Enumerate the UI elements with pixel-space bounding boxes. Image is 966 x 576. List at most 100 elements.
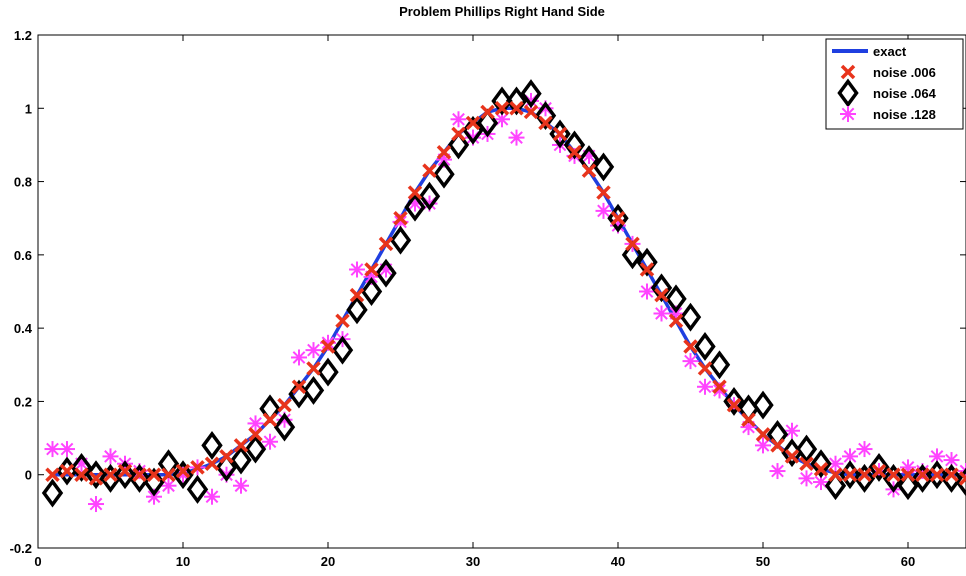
legend-label: noise .006 <box>873 65 936 80</box>
asterisk-point <box>856 441 873 458</box>
x-marker-point <box>146 467 162 482</box>
diamond-point <box>491 86 513 116</box>
asterisk-point <box>262 433 278 450</box>
x-marker-point <box>712 379 727 395</box>
x-marker-point <box>407 185 423 200</box>
asterisk-point <box>508 129 525 146</box>
diamond-point <box>882 463 905 493</box>
chart-title: Problem Phillips Right Hand Side <box>399 4 605 19</box>
series-1 <box>45 101 966 486</box>
diamond-point <box>215 452 238 482</box>
diamond-point <box>375 258 397 288</box>
legend-label: noise .064 <box>873 86 937 101</box>
x-marker-point <box>697 361 713 376</box>
diamond-point <box>244 434 267 464</box>
x-marker-point <box>291 379 307 395</box>
y-tick-label: 1.2 <box>14 28 32 43</box>
asterisk-point <box>160 477 177 494</box>
diamond-point <box>824 471 847 501</box>
diamond-point <box>85 460 107 490</box>
asterisk-point <box>204 488 220 505</box>
diamond-point <box>505 86 528 116</box>
x-marker-point <box>509 101 524 116</box>
asterisk-point <box>44 441 61 458</box>
series-3 <box>44 92 966 513</box>
x-marker-point <box>45 467 60 482</box>
x-marker-point <box>204 456 220 471</box>
x-marker-point <box>132 467 147 482</box>
diamond-point <box>433 159 455 189</box>
x-marker-point <box>190 460 205 475</box>
series-layer <box>41 79 966 513</box>
x-marker-point <box>320 339 336 354</box>
x-marker-point <box>944 467 959 482</box>
diamond-point <box>128 463 151 493</box>
x-marker-point <box>161 467 176 482</box>
x-marker-point <box>567 145 582 160</box>
x-tick-label: 20 <box>321 554 335 569</box>
asterisk-point <box>595 202 612 219</box>
asterisk-point <box>943 452 960 469</box>
diamond-point <box>201 430 223 460</box>
x-marker-point <box>364 262 379 277</box>
diamond-point <box>897 471 919 501</box>
x-marker-point <box>349 287 365 303</box>
x-tick-label: 0 <box>34 554 41 569</box>
diamond-point <box>810 449 832 479</box>
x-marker-point <box>900 467 916 482</box>
x-marker-point <box>596 185 611 200</box>
diamond-point <box>868 452 890 482</box>
x-marker-point <box>335 313 350 329</box>
x-marker-point <box>842 467 858 482</box>
legend-marker <box>840 106 856 122</box>
diamond-point <box>302 375 325 405</box>
asterisk-point <box>59 441 75 458</box>
diamond-point <box>114 460 136 490</box>
x-marker-point <box>683 339 698 354</box>
plot-frame <box>37 34 966 549</box>
diamond-point <box>389 225 412 255</box>
diamond-point <box>317 357 339 387</box>
diamond-point <box>723 386 745 416</box>
diamond-point <box>157 449 180 479</box>
x-marker-point <box>886 467 901 482</box>
diamond-point <box>404 192 426 222</box>
x-marker-point <box>929 467 945 482</box>
diamond-point <box>708 350 731 380</box>
asterisk-point <box>305 342 322 359</box>
x-marker-point <box>465 115 481 131</box>
asterisk-point <box>769 463 786 480</box>
diamond-point <box>636 247 658 277</box>
x-marker-point <box>770 438 785 453</box>
diamond-point <box>592 152 615 182</box>
x-marker-point <box>538 115 553 131</box>
x-marker-point <box>378 236 394 252</box>
x-tick-label: 50 <box>756 554 770 569</box>
x-marker-point <box>277 397 292 413</box>
diamond-point <box>650 273 673 303</box>
diamond-point <box>346 295 368 325</box>
x-marker-point <box>828 467 843 482</box>
legend-label: noise .128 <box>873 107 936 122</box>
diamond-point <box>534 101 557 131</box>
x-marker-point <box>88 471 104 486</box>
x-tick-label: 60 <box>901 554 915 569</box>
x-marker-point <box>639 262 655 277</box>
x-marker-point <box>306 361 321 376</box>
x-marker-point <box>654 287 669 303</box>
x-marker-point <box>726 397 742 413</box>
legend-label: exact <box>873 44 907 59</box>
y-tick-label: 1 <box>25 101 32 116</box>
x-marker-point <box>857 467 872 482</box>
asterisk-point <box>697 378 713 395</box>
x-marker-point <box>755 427 771 442</box>
asterisk-point <box>102 448 119 465</box>
diamond-point <box>694 332 716 361</box>
diamond-point <box>186 474 209 504</box>
diamond-point <box>418 181 441 211</box>
diamond-point <box>940 463 963 493</box>
diamond-point <box>331 335 354 365</box>
asterisk-point <box>653 305 670 322</box>
legend: exact noise .006 noise .064 noise .128 <box>825 38 964 130</box>
